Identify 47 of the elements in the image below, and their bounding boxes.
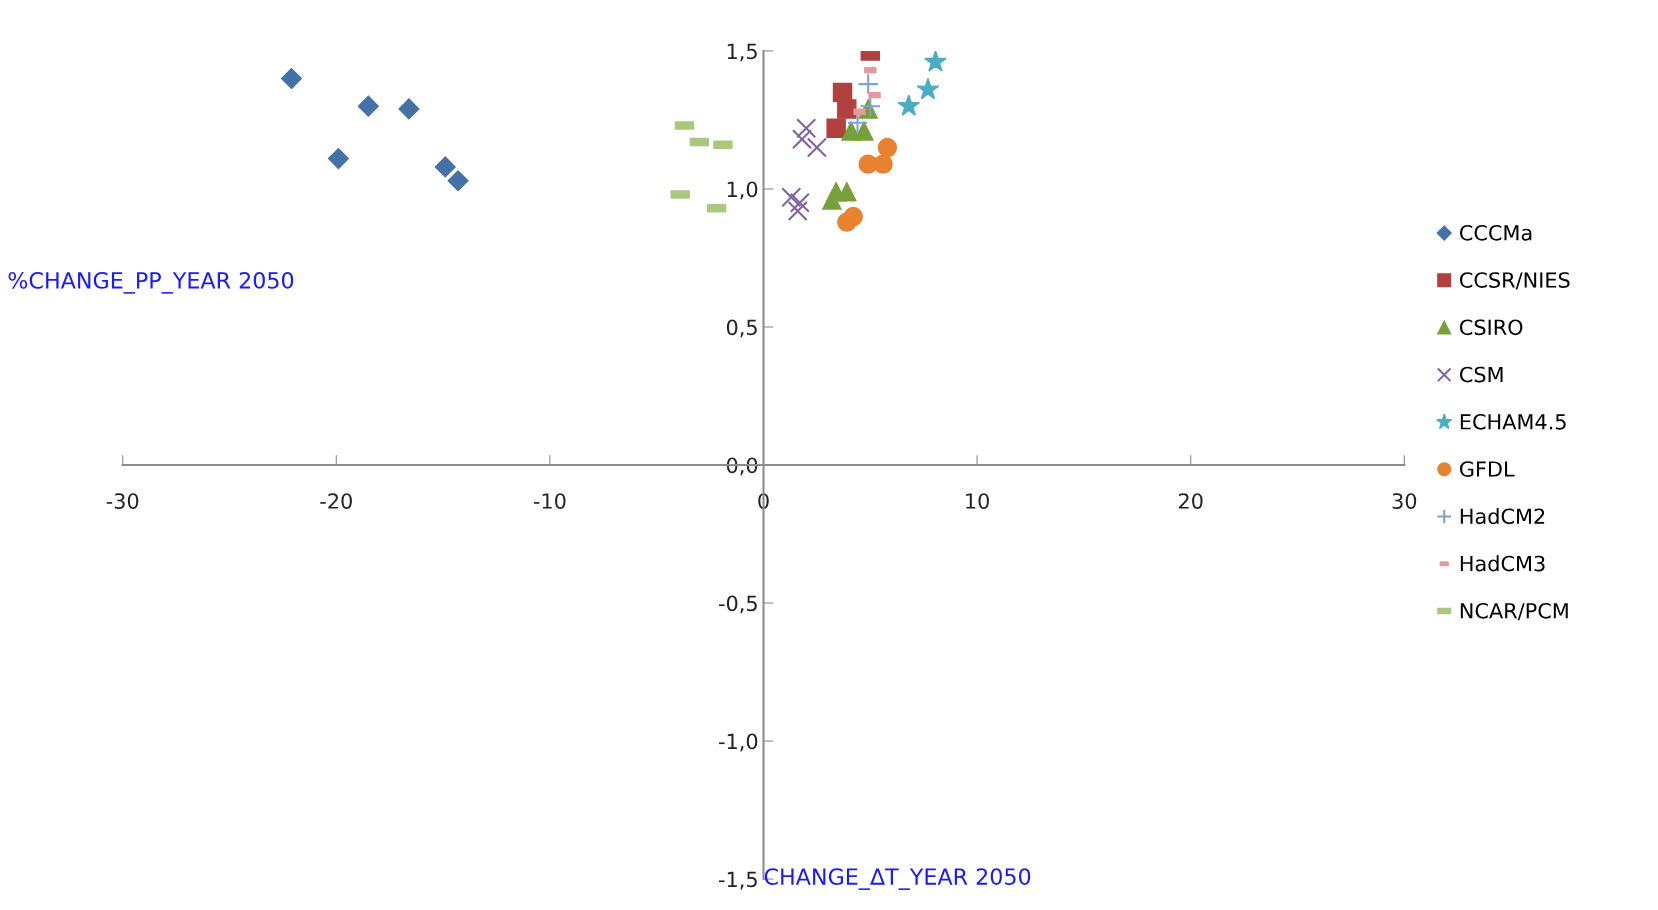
y-tick-label: 1,5 <box>727 43 757 62</box>
point <box>924 50 947 72</box>
x-tick-label: -20 <box>320 493 352 509</box>
point <box>837 99 857 119</box>
point <box>791 129 813 150</box>
legend-label: HadCM2 <box>1460 508 1545 525</box>
point <box>837 212 857 232</box>
x-tick-label: 20 <box>1178 493 1203 509</box>
y-tick-label: 0,5 <box>726 319 757 338</box>
y-tick-label: -1,5 <box>719 871 757 890</box>
point <box>787 200 808 222</box>
x-tick-label: -30 <box>106 493 139 509</box>
y-axis-title: %CHANGE_PP_YEAR 2050 <box>8 271 294 294</box>
x-tick-label: -10 <box>533 493 566 509</box>
legend-label: CSIRO <box>1459 319 1523 336</box>
legend-label: GFDL <box>1459 461 1515 477</box>
point <box>916 77 940 100</box>
point <box>434 156 456 178</box>
y-tick-label: 1,0 <box>727 181 758 200</box>
x-axis-title: CHANGE_ΔT_YEAR 2050 <box>764 868 1031 890</box>
legend-label: ECHAM4.5 <box>1460 413 1566 430</box>
point <box>357 95 379 117</box>
point <box>796 118 817 139</box>
point <box>398 98 420 120</box>
legend-label: CCSR/NIES <box>1459 272 1570 290</box>
point <box>877 137 898 158</box>
point <box>327 148 349 170</box>
point <box>857 73 879 95</box>
point <box>826 118 846 138</box>
y-tick-label: -0,5 <box>719 595 757 614</box>
x-tick-label: 30 <box>1392 493 1417 509</box>
point <box>447 170 469 192</box>
point <box>837 182 857 202</box>
x-tick-label: 10 <box>966 493 989 509</box>
point <box>822 190 842 210</box>
point <box>873 154 893 174</box>
point <box>854 121 874 141</box>
legend-label: NCAR/PCM <box>1460 602 1568 621</box>
point <box>806 137 827 158</box>
point <box>280 68 302 90</box>
point <box>789 192 810 213</box>
point <box>897 94 921 116</box>
legend-label: CSM <box>1459 366 1503 383</box>
legend-label: CCCMa <box>1459 224 1532 241</box>
point <box>781 187 802 208</box>
y-tick-label: -1,0 <box>719 733 758 752</box>
legend-label: HadCM3 <box>1460 555 1545 572</box>
